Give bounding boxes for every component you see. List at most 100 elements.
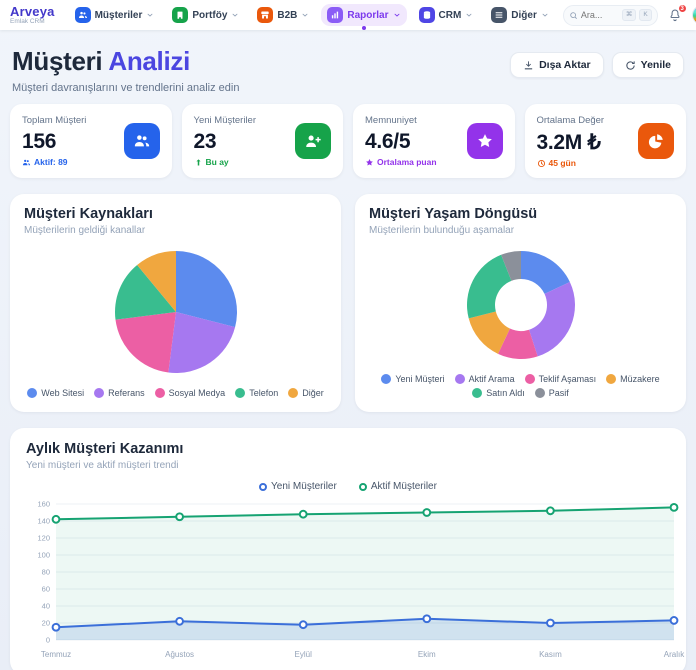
legend-swatch-icon — [381, 374, 392, 384]
legend-item-sat-n-ald-[interactable]: Satın Aldı — [472, 388, 525, 398]
slice-aktif-arama[interactable] — [528, 282, 575, 357]
legend-swatch-icon — [606, 374, 617, 384]
legend-item-web-sitesi[interactable]: Web Sitesi — [27, 388, 84, 398]
nav-item-m-teriler[interactable]: Müşteriler — [69, 4, 161, 26]
chevron-down-icon — [393, 11, 401, 19]
export-button[interactable]: Dışa Aktar — [510, 52, 604, 78]
legend-item-aktif-m-teriler[interactable]: Aktif Müşteriler — [358, 481, 437, 492]
stats-row: Toplam Müşteri 156 Aktif: 89 Yeni Müşterile… — [10, 104, 686, 178]
search-input[interactable] — [580, 10, 619, 20]
user-plus-icon — [295, 123, 331, 159]
x-tick-label: Aralık — [664, 650, 685, 659]
x-tick-label: Kasım — [539, 650, 562, 659]
slice-web-sitesi[interactable] — [175, 251, 237, 328]
monthly-chart-title: Aylık Müşteri Kazanımı — [26, 441, 184, 457]
slice-referans[interactable] — [167, 312, 235, 374]
data-point[interactable] — [298, 509, 308, 519]
svg-text:0: 0 — [46, 636, 50, 645]
chevron-down-icon — [146, 11, 154, 19]
data-point[interactable] — [546, 618, 555, 628]
shortcut-key-cmd: ⌘ — [621, 9, 637, 21]
avatar[interactable] — [691, 5, 696, 25]
data-point[interactable] — [422, 508, 432, 517]
legend-item-aktif-arama[interactable]: Aktif Arama — [454, 374, 515, 384]
chevron-down-icon — [465, 11, 473, 19]
slice-yeni-m-teri[interactable] — [520, 251, 570, 294]
legend-item-pasif[interactable]: Pasif — [534, 388, 569, 398]
building-icon — [172, 7, 189, 23]
data-point[interactable] — [422, 614, 432, 624]
monthly-legend: Yeni Müşteriler Aktif Müşteriler — [26, 481, 670, 494]
search-box[interactable]: ⌘ K — [562, 4, 658, 26]
nav-item-label: B2B — [277, 9, 298, 21]
pie-icon — [638, 123, 674, 159]
slice-di-er[interactable] — [136, 251, 176, 312]
notifications-button[interactable]: 3 — [668, 4, 687, 22]
legend-swatch-icon — [472, 388, 483, 398]
legend-item-m-zakere[interactable]: Müzakere — [606, 374, 660, 384]
mini-users-icon — [22, 158, 31, 167]
nav-item-raporlar[interactable]: Raporlar — [321, 4, 407, 30]
legend-swatch-icon — [534, 388, 545, 398]
refresh-icon — [626, 60, 635, 70]
shortcut-key-k: K — [639, 9, 652, 21]
nav-item-b2b[interactable]: B2B — [251, 4, 315, 26]
data-point[interactable] — [669, 616, 679, 625]
data-point[interactable] — [175, 512, 185, 522]
users-icon — [74, 7, 91, 23]
svg-text:80: 80 — [42, 568, 50, 577]
sources-chart-title: Müşteri Kaynakları — [24, 206, 153, 222]
sources-legend: Web Sitesi Referans Sosyal Medya Telefon Diğ… — [24, 388, 327, 400]
chevron-down-icon — [301, 11, 309, 19]
data-point[interactable] — [546, 506, 555, 516]
bell-icon — [670, 9, 680, 22]
active-nav-dot — [361, 26, 366, 30]
x-tick-label: Eylül — [295, 650, 313, 659]
legend-item-yeni-m-teri[interactable]: Yeni Müşteri — [381, 374, 445, 384]
data-point[interactable] — [51, 514, 61, 524]
svg-text:40: 40 — [42, 602, 50, 611]
data-point[interactable] — [175, 616, 185, 626]
nav-item-crm[interactable]: CRM — [413, 4, 480, 26]
legend-swatch-icon — [154, 388, 165, 398]
stat-label: Memnuniyet — [365, 115, 417, 126]
chevron-down-icon — [231, 11, 239, 19]
stat-card: Yeni Müşteriler 23 Bu ay — [181, 104, 343, 178]
nav-item-label: Müşteriler — [94, 9, 143, 21]
legend-item-teklif-a-amas-[interactable]: Teklif Aşaması — [524, 374, 596, 384]
stat-value: 3.2M ₺ — [536, 131, 601, 154]
nav-item-di-er[interactable]: Diğer — [485, 4, 555, 26]
refresh-button[interactable]: Yenile — [611, 52, 684, 78]
slice-sat-n-ald-[interactable] — [466, 254, 511, 319]
slice-teklif-a-amas-[interactable] — [497, 328, 538, 360]
brand-logo[interactable]: Arveya Emlak CRM — [10, 5, 55, 26]
legend-swatch-icon — [524, 374, 535, 384]
sources-pie — [24, 236, 327, 388]
svg-text:140: 140 — [37, 517, 50, 526]
nav-item-portf-y[interactable]: Portföy — [166, 4, 245, 26]
legend-item-di-er[interactable]: Diğer — [288, 388, 324, 398]
svg-text:160: 160 — [37, 500, 50, 509]
sources-chart-subtitle: Müşterilerin geldiği kanallar — [24, 225, 146, 236]
legend-item-referans[interactable]: Referans — [94, 388, 145, 398]
slice-pasif[interactable] — [500, 251, 521, 281]
legend-item-yeni-m-teriler[interactable]: Yeni Müşteriler — [259, 481, 337, 492]
data-point[interactable] — [669, 502, 679, 512]
legend-item-sosyal-medya[interactable]: Sosyal Medya — [154, 388, 225, 398]
bars-icon — [327, 7, 344, 23]
stat-value: 156 — [22, 130, 57, 153]
slice-m-zakere[interactable] — [468, 311, 510, 354]
legend-item-telefon[interactable]: Telefon — [235, 388, 278, 398]
data-point[interactable] — [51, 622, 61, 632]
stat-card: Memnuniyet 4.6/5 Ortalama puan — [353, 104, 515, 178]
download-icon — [524, 60, 533, 69]
notification-badge: 3 — [677, 4, 687, 13]
monthly-line-chart: 0 20 40 60 80 100 120 140 160 Temmuz Ağustos Eylül E… — [26, 496, 685, 664]
stat-label: Yeni Müşteriler — [193, 115, 256, 126]
svg-text:60: 60 — [42, 585, 50, 594]
svg-text:100: 100 — [37, 551, 50, 560]
data-point[interactable] — [298, 620, 308, 630]
legend-swatch-icon — [94, 388, 105, 398]
slice-sosyal-medya[interactable] — [114, 312, 176, 373]
slice-telefon[interactable] — [114, 265, 176, 320]
